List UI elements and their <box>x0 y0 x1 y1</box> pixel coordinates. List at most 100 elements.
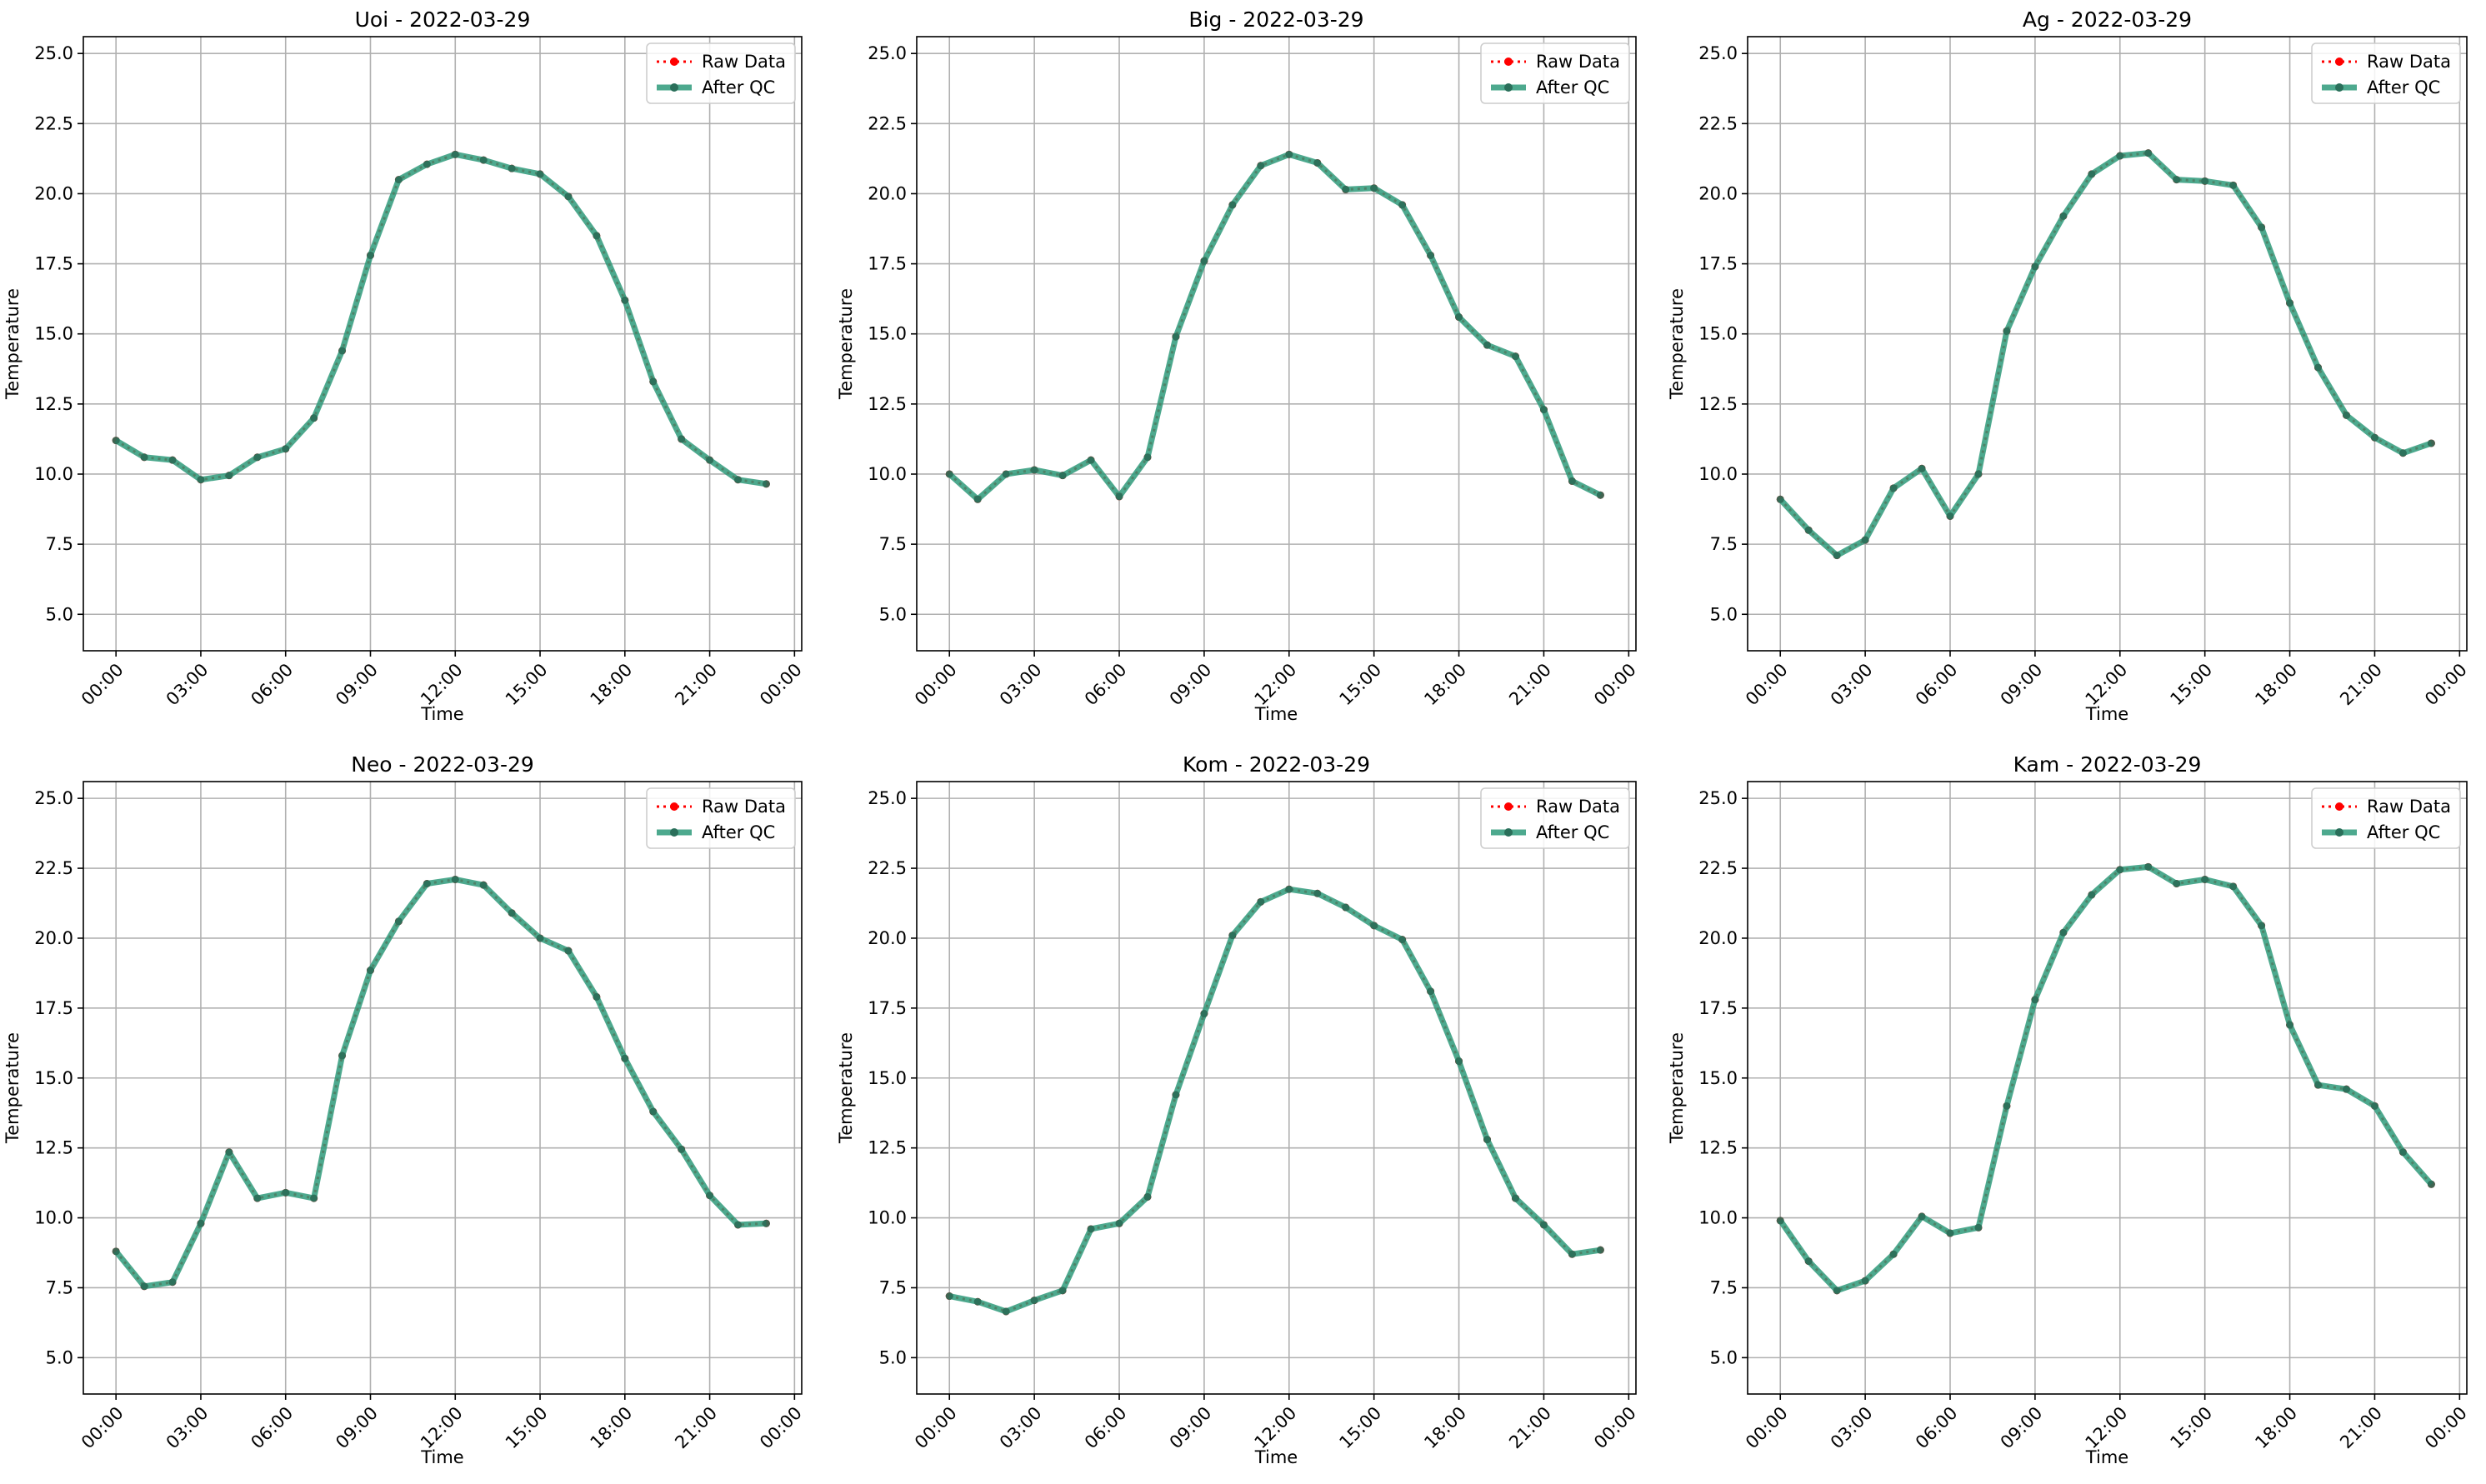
x-tick-label: 06:00 <box>1912 1403 1962 1453</box>
after-qc-point <box>1511 1194 1519 1202</box>
y-tick-label: 20.0 <box>1698 183 1738 203</box>
after-qc-point <box>1946 1229 1954 1237</box>
after-qc-point <box>2144 862 2153 871</box>
legend-label-raw-data: Raw Data <box>1536 797 1620 817</box>
y-tick-label: 5.0 <box>46 1347 73 1367</box>
y-tick-label: 5.0 <box>46 604 73 624</box>
y-axis-label: Temperature <box>1667 288 1687 400</box>
y-tick-label: 20.0 <box>34 183 73 203</box>
after-qc-point <box>479 881 488 889</box>
after-qc-point <box>1058 1287 1067 1295</box>
x-tick-label: 00:00 <box>78 1403 128 1453</box>
after-qc-point <box>451 150 459 158</box>
after-qc-point <box>1918 464 1926 472</box>
after-qc-point <box>2116 866 2124 874</box>
after-qc-point <box>1427 987 1435 996</box>
after-qc-point <box>1539 1221 1548 1229</box>
y-tick-label: 20.0 <box>868 928 907 948</box>
y-tick-label: 5.0 <box>1710 604 1738 624</box>
x-tick-label: 00:00 <box>911 660 961 710</box>
after-qc-point <box>2059 212 2068 220</box>
after-qc-point <box>945 1292 953 1301</box>
after-qc-point <box>734 1221 743 1229</box>
series-line-after-qc <box>114 151 767 487</box>
after-qc-point <box>225 472 233 480</box>
y-axis-label: Temperature <box>836 288 856 400</box>
after-qc-point <box>479 156 488 164</box>
after-qc-point <box>2201 875 2209 883</box>
legend-qc-marker <box>1504 828 1513 837</box>
x-tick-label: 00:00 <box>2421 660 2471 710</box>
y-tick-label: 12.5 <box>34 394 73 414</box>
after-qc-point <box>1596 1246 1604 1254</box>
after-qc-point <box>621 1054 629 1062</box>
after-qc-point <box>2088 170 2096 178</box>
after-qc-point <box>1200 257 1208 265</box>
legend-label-after-qc: After QC <box>1536 822 1609 842</box>
y-tick-label: 22.5 <box>868 858 907 878</box>
chart-title: Kam - 2022-03-29 <box>2013 752 2202 777</box>
chart-panel-4: 5.0 7.5 10.0 12.5 15.0 17.5 20.0 22.5 25.0 00:00 0… <box>3 752 806 1467</box>
after-qc-point <box>1398 201 1407 209</box>
y-tick-label: 17.5 <box>868 998 907 1018</box>
x-tick-label: 15:00 <box>1335 660 1385 710</box>
y-tick-label: 7.5 <box>46 1277 73 1297</box>
after-qc-point <box>253 453 262 462</box>
after-qc-point <box>1228 932 1237 940</box>
after-qc-point <box>564 192 573 201</box>
y-tick-label: 7.5 <box>1710 1277 1738 1297</box>
after-qc-point <box>1030 466 1038 474</box>
after-qc-point <box>197 1219 205 1227</box>
x-tick-label: 03:00 <box>1827 660 1877 710</box>
y-tick-label: 12.5 <box>1698 394 1738 414</box>
x-tick-label: 00:00 <box>78 660 128 710</box>
x-tick-label: 15:00 <box>2166 660 2216 710</box>
after-qc-point <box>734 476 743 484</box>
legend: Raw Data After QC <box>1480 42 1630 104</box>
after-qc-point <box>2003 327 2011 335</box>
after-qc-point <box>423 880 431 887</box>
y-axis-label: Temperature <box>3 288 23 400</box>
after-qc-point <box>140 1282 148 1291</box>
y-tick-label: 15.0 <box>1698 324 1738 344</box>
after-qc-point <box>1002 1307 1010 1316</box>
legend-label-raw-data: Raw Data <box>702 52 786 72</box>
legend: Raw Data After QC <box>646 42 796 104</box>
after-qc-point <box>225 1148 233 1157</box>
after-qc-point <box>310 414 318 422</box>
chart-panel-2: 5.0 7.5 10.0 12.5 15.0 17.5 20.0 22.5 25.0 00:00 0… <box>836 7 1640 724</box>
x-tick-label: 12:00 <box>1251 1403 1301 1453</box>
y-axis-label: Temperature <box>1667 1032 1687 1144</box>
x-tick-label: 21:00 <box>671 660 721 710</box>
after-qc-point <box>1427 251 1435 259</box>
after-qc-point <box>1568 477 1576 485</box>
plot-frame <box>83 781 803 1395</box>
after-qc-point <box>593 232 601 240</box>
series-line-after-qc <box>947 151 1602 502</box>
chart-panel-3: 5.0 7.5 10.0 12.5 15.0 17.5 20.0 22.5 25.0 00:00 0… <box>1667 7 2471 724</box>
after-qc-point <box>1002 470 1010 478</box>
after-qc-point <box>1804 526 1813 534</box>
legend-qc-marker <box>670 83 678 92</box>
after-qc-point <box>2286 299 2294 307</box>
x-tick-label: 00:00 <box>1590 1403 1640 1453</box>
plot-area <box>83 37 802 651</box>
after-qc-point <box>1200 1010 1208 1018</box>
after-qc-point <box>678 1145 686 1153</box>
y-tick-label: 7.5 <box>879 1277 907 1297</box>
after-qc-point <box>762 480 770 488</box>
x-tick-label: 21:00 <box>1505 660 1555 710</box>
x-tick-label: 12:00 <box>2082 660 2132 710</box>
after-qc-point <box>2427 1180 2435 1188</box>
legend-raw-marker <box>1504 57 1513 66</box>
y-tick-label: 7.5 <box>879 534 907 554</box>
legend: Raw Data After QC <box>2311 787 2461 849</box>
y-tick-label: 5.0 <box>879 604 907 624</box>
after-qc-point <box>366 967 374 975</box>
chart-title: Kom - 2022-03-29 <box>1183 752 1370 777</box>
chart-title: Neo - 2022-03-29 <box>351 752 534 777</box>
x-tick-label: 06:00 <box>247 660 297 710</box>
after-qc-point <box>1143 453 1152 462</box>
y-tick-label: 15.0 <box>34 1068 73 1088</box>
plot-area <box>917 782 1636 1394</box>
